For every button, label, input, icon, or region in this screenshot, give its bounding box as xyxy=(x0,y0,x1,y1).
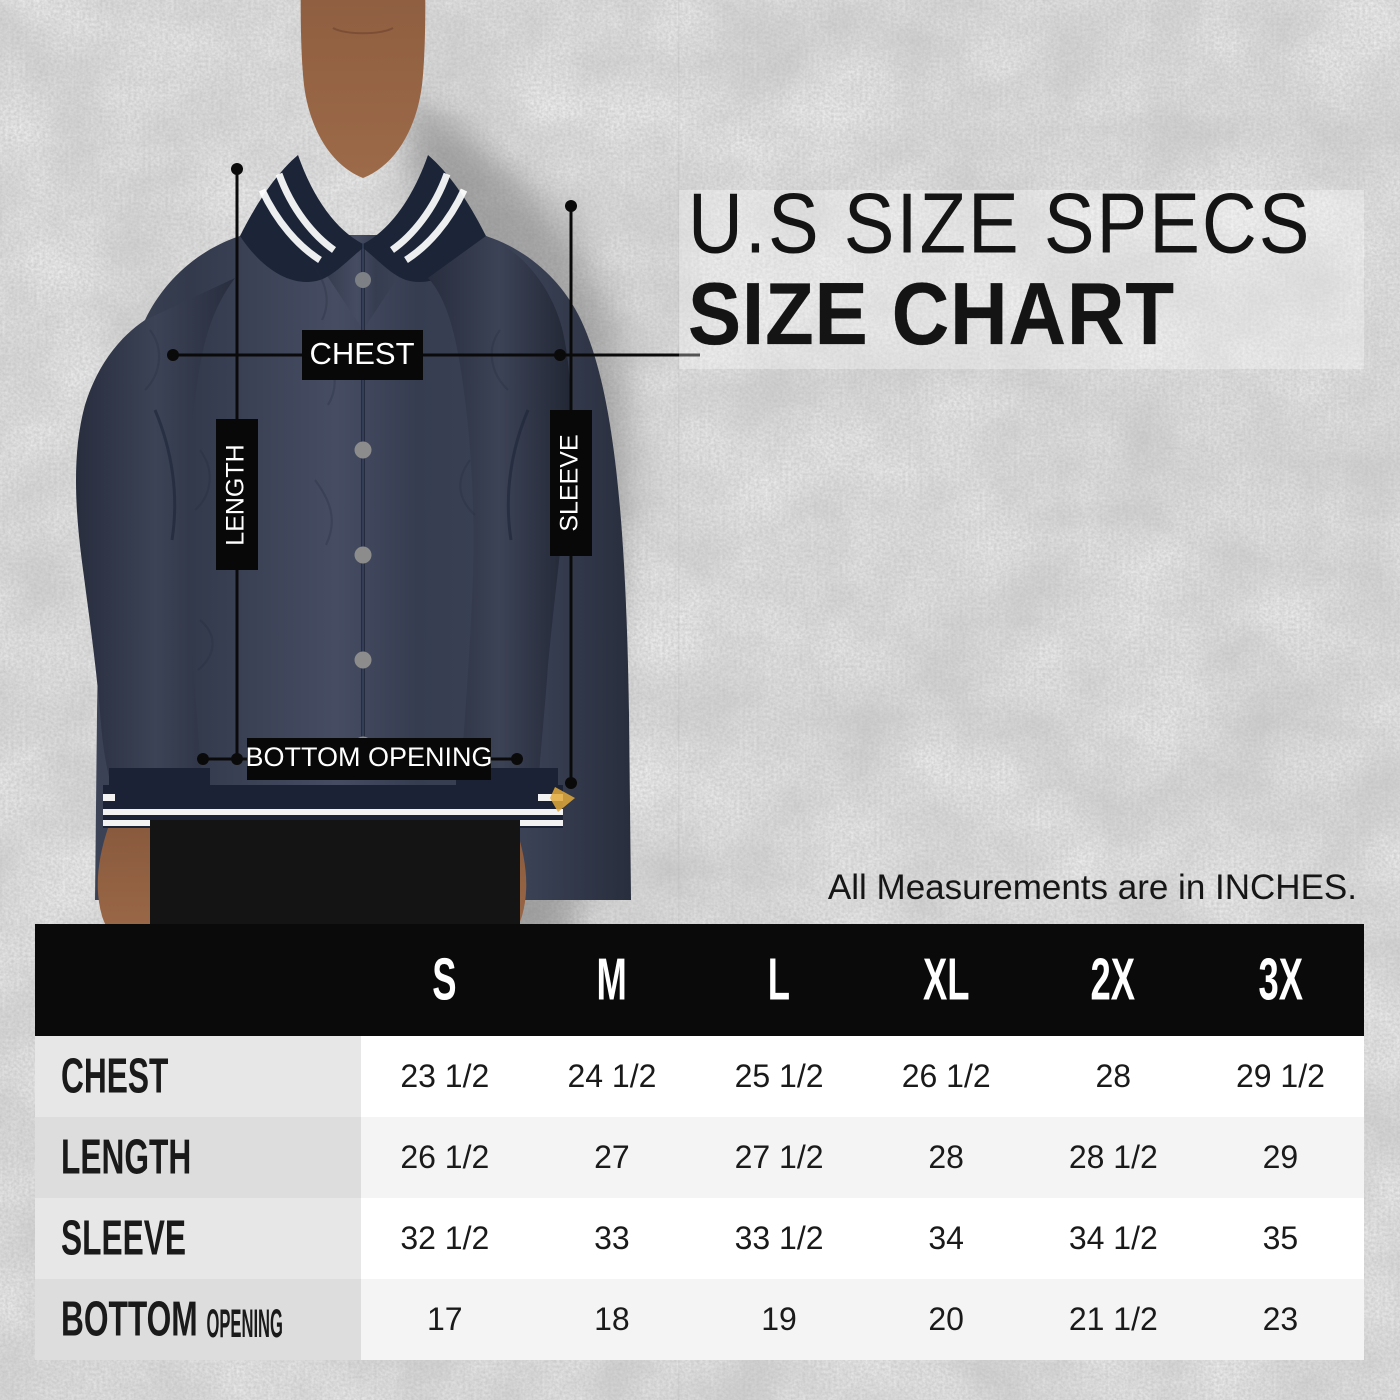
svg-text:LENGTH: LENGTH xyxy=(222,444,250,545)
svg-text:CHEST: CHEST xyxy=(309,336,414,371)
svg-text:SLEEVE: SLEEVE xyxy=(556,434,584,531)
svg-text:BOTTOM OPENING: BOTTOM OPENING xyxy=(245,742,492,772)
